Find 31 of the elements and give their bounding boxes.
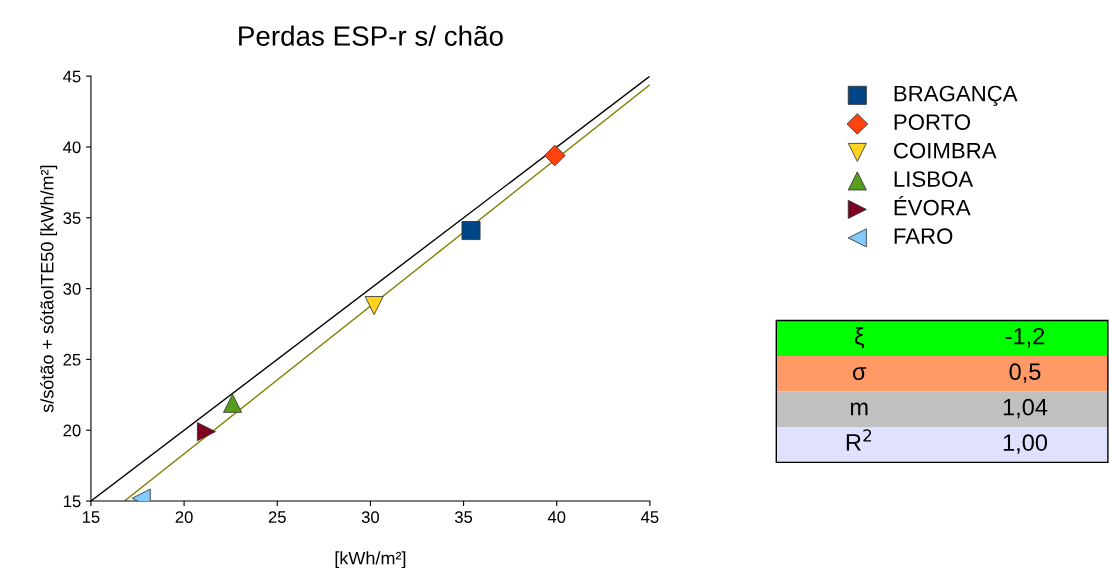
text: σ (852, 367, 867, 381)
text: ξ (854, 327, 864, 349)
text: 1,00 (1003, 434, 1048, 454)
legend-label: COIMBRA (894, 142, 997, 159)
y-tick-label: 15 (63, 495, 81, 508)
y-tick-label: 35 (63, 212, 81, 224)
text: m (850, 402, 868, 416)
text: 0,5 (1009, 363, 1041, 383)
chart-title: Perdas ESP-r s/ chão (239, 25, 503, 46)
legend-label: PORTO (894, 114, 971, 130)
y-axis-title: s/sótão + sótãoITE50 [kWh/m²] (40, 165, 58, 413)
legend-label: LISBOA (894, 171, 974, 187)
x-tick-label: 25 (268, 511, 286, 523)
x-tick-label: 45 (640, 511, 659, 523)
x-tick-label: 35 (454, 511, 473, 523)
y-tick-label: 45 (63, 70, 81, 83)
x-tick-label: 40 (547, 511, 566, 523)
y-tick-label: 25 (63, 353, 81, 366)
y-tick-label: 40 (63, 141, 81, 154)
x-tick-label: 15 (82, 511, 100, 523)
y-tick-label: 20 (63, 424, 81, 437)
x-axis-title: [kWh/m²] (335, 551, 406, 569)
legend-label: BRAGANÇA (894, 85, 1018, 106)
text: R$^{2}$ (846, 429, 872, 451)
x-tick-label: 20 (175, 511, 193, 523)
x-tick-label: 30 (361, 511, 380, 523)
legend-label: FARO (894, 228, 953, 244)
text: 1,04 (1003, 398, 1048, 419)
text: -1,2 (1005, 327, 1045, 348)
y-tick-label: 30 (63, 283, 81, 295)
legend-label: ÉVORA (894, 195, 971, 216)
